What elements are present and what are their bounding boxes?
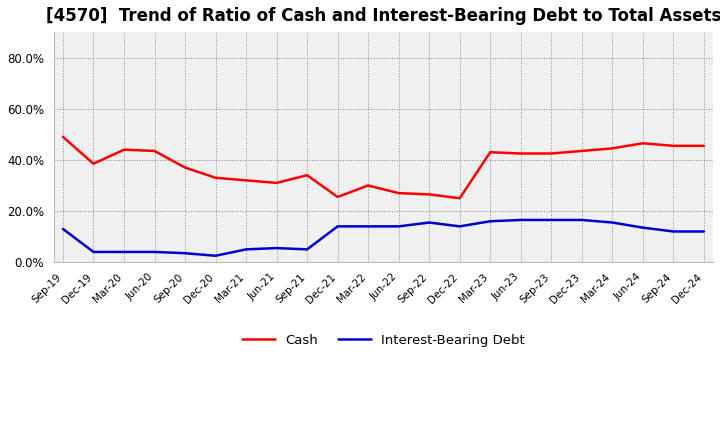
Cash — [211, 175, 220, 180]
Legend: Cash, Interest-Bearing Debt: Cash, Interest-Bearing Debt — [236, 329, 531, 352]
Interest-Bearing Debt — [516, 217, 525, 223]
Cash — [89, 161, 98, 166]
Title: [4570]  Trend of Ratio of Cash and Interest-Bearing Debt to Total Assets: [4570] Trend of Ratio of Cash and Intere… — [46, 7, 720, 25]
Cash — [364, 183, 372, 188]
Cash — [181, 165, 189, 170]
Line: Interest-Bearing Debt: Interest-Bearing Debt — [63, 220, 704, 256]
Interest-Bearing Debt — [120, 249, 128, 255]
Cash — [669, 143, 678, 148]
Cash — [425, 192, 433, 197]
Interest-Bearing Debt — [58, 226, 67, 231]
Cash — [547, 151, 556, 156]
Cash — [700, 143, 708, 148]
Interest-Bearing Debt — [486, 219, 495, 224]
Cash — [608, 146, 616, 151]
Interest-Bearing Debt — [150, 249, 159, 255]
Interest-Bearing Debt — [272, 246, 281, 251]
Interest-Bearing Debt — [577, 217, 586, 223]
Interest-Bearing Debt — [608, 220, 616, 225]
Interest-Bearing Debt — [456, 224, 464, 229]
Interest-Bearing Debt — [395, 224, 403, 229]
Cash — [333, 194, 342, 200]
Interest-Bearing Debt — [639, 225, 647, 230]
Cash — [516, 151, 525, 156]
Cash — [242, 178, 251, 183]
Cash — [456, 196, 464, 201]
Line: Cash: Cash — [63, 137, 704, 198]
Cash — [120, 147, 128, 152]
Interest-Bearing Debt — [669, 229, 678, 234]
Interest-Bearing Debt — [333, 224, 342, 229]
Interest-Bearing Debt — [89, 249, 98, 255]
Cash — [395, 191, 403, 196]
Cash — [150, 148, 159, 154]
Interest-Bearing Debt — [181, 250, 189, 256]
Cash — [58, 134, 67, 139]
Cash — [272, 180, 281, 186]
Interest-Bearing Debt — [547, 217, 556, 223]
Cash — [486, 150, 495, 155]
Cash — [303, 172, 312, 178]
Interest-Bearing Debt — [425, 220, 433, 225]
Cash — [577, 148, 586, 154]
Interest-Bearing Debt — [242, 247, 251, 252]
Interest-Bearing Debt — [700, 229, 708, 234]
Cash — [639, 141, 647, 146]
Interest-Bearing Debt — [303, 247, 312, 252]
Interest-Bearing Debt — [211, 253, 220, 258]
Interest-Bearing Debt — [364, 224, 372, 229]
